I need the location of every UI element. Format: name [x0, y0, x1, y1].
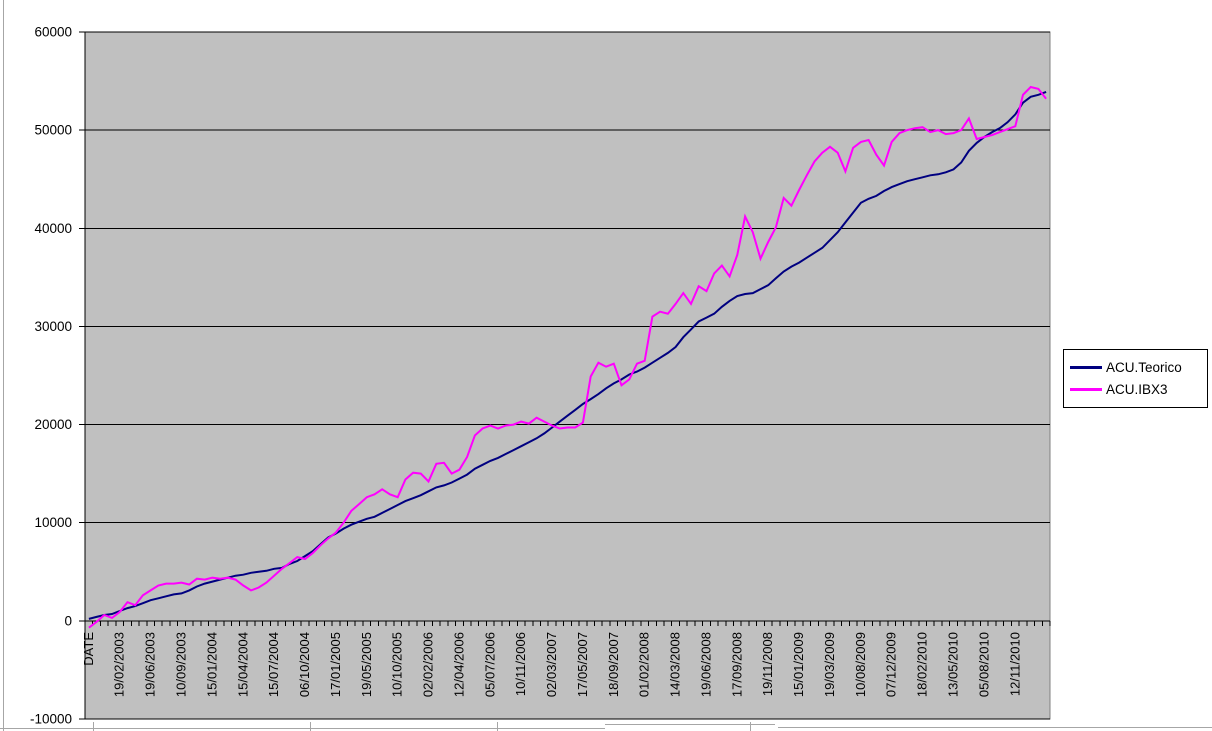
x-axis-label: 19/03/2009	[822, 632, 837, 697]
x-axis-label: 15/01/2009	[791, 632, 806, 697]
x-axis-label: 15/07/2004	[266, 632, 281, 697]
x-axis-label: 19/06/2003	[143, 632, 158, 697]
legend-label-teorico: ACU.Teorico	[1106, 360, 1182, 375]
x-axis-label: 19/06/2008	[698, 632, 713, 697]
y-axis-label: 50000	[34, 123, 72, 138]
legend-line-sample-teorico	[1070, 366, 1102, 369]
series-line-acu-ibx3[interactable]	[88, 85, 1047, 629]
x-axis-label: 05/08/2010	[976, 632, 991, 697]
series-line-acu-teorico[interactable]	[88, 90, 1047, 620]
x-axis-label: 02/03/2007	[544, 632, 559, 697]
x-axis-label: 10/08/2009	[853, 632, 868, 697]
x-axis-label: DATE	[81, 632, 96, 666]
y-axis-label: 20000	[34, 417, 72, 432]
y-axis-label: 30000	[34, 319, 72, 334]
y-axis-label: 10000	[34, 515, 72, 530]
legend[interactable]: ACU.Teorico ACU.IBX3	[1063, 349, 1208, 408]
x-axis-label: 12/11/2010	[1007, 632, 1022, 696]
y-axis-label: 60000	[34, 25, 72, 40]
x-axis-label: 07/12/2009	[884, 632, 899, 697]
x-axis-label: 13/05/2010	[946, 632, 961, 697]
legend-label-ibx3: ACU.IBX3	[1106, 382, 1168, 397]
x-axis-label: 17/01/2005	[328, 632, 343, 697]
x-axis-label: 18/02/2010	[915, 632, 930, 697]
x-axis-label: 17/09/2008	[729, 632, 744, 697]
x-axis-label: 10/10/2005	[390, 632, 405, 697]
legend-line-sample-ibx3	[1070, 388, 1102, 391]
x-axis-label: 05/07/2006	[482, 632, 497, 697]
x-axis-label: 06/10/2004	[297, 632, 312, 697]
y-axis-label: 0	[64, 613, 72, 628]
x-axis-label: 15/01/2004	[204, 632, 219, 697]
x-axis-label: 19/11/2008	[760, 632, 775, 696]
x-axis-label: 10/11/2006	[513, 632, 528, 696]
legend-item-acu-teorico[interactable]: ACU.Teorico	[1070, 360, 1207, 375]
x-axis-label: 02/02/2006	[421, 632, 436, 697]
x-axis-label: 14/03/2008	[668, 632, 683, 697]
x-axis-label: 17/05/2007	[575, 632, 590, 697]
x-axis-label: 15/04/2004	[235, 632, 250, 697]
x-axis-label: 19/05/2005	[359, 632, 374, 697]
y-axis-label: -10000	[30, 712, 72, 727]
y-axis-label: 40000	[34, 221, 72, 236]
x-axis-label: 01/02/2008	[637, 632, 652, 697]
x-axis-label: 18/09/2007	[606, 632, 621, 697]
plot-area[interactable]	[84, 31, 1051, 720]
x-axis-label: 10/09/2003	[174, 632, 189, 697]
legend-item-acu-ibx3[interactable]: ACU.IBX3	[1070, 382, 1207, 397]
x-axis-label: 12/04/2006	[451, 632, 466, 697]
x-axis-label: 19/02/2003	[112, 632, 127, 697]
